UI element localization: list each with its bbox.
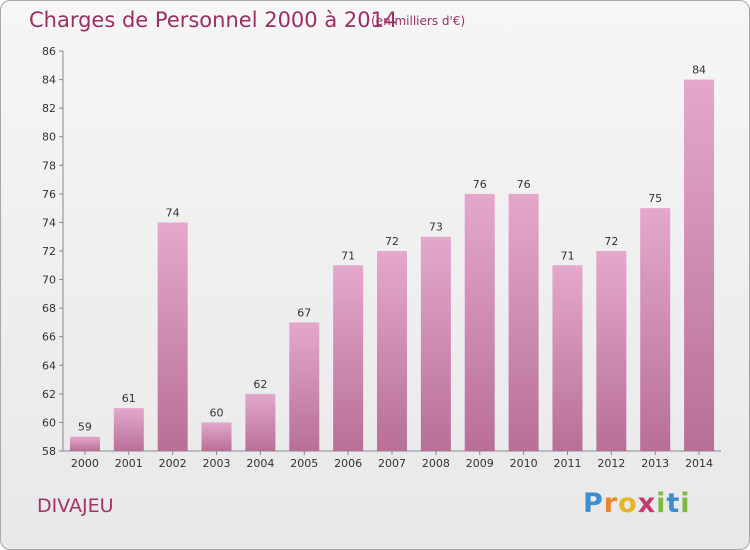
x-tick-label: 2002: [159, 457, 187, 470]
bar-2011: [552, 265, 583, 451]
logo-letter: t: [666, 488, 681, 519]
bar-2014: [684, 79, 715, 452]
logo-letter: x: [637, 488, 657, 519]
x-tick-label: 2009: [466, 457, 494, 470]
bar-value-label: 76: [517, 178, 531, 191]
x-tick-label: 2000: [71, 457, 99, 470]
logo-letter: i: [656, 488, 667, 519]
x-tick-label: 2003: [203, 457, 231, 470]
bar-2012: [596, 251, 627, 451]
y-tick-label: 82: [42, 102, 56, 115]
bar-2013: [640, 208, 671, 451]
x-tick-label: 2004: [246, 457, 274, 470]
y-tick-label: 74: [42, 216, 56, 229]
y-tick-label: 68: [42, 302, 56, 315]
bar-value-label: 74: [166, 206, 180, 219]
bar-2008: [420, 236, 451, 451]
bar-value-label: 76: [473, 178, 487, 191]
bar-2003: [201, 422, 232, 451]
bar-2007: [377, 251, 407, 451]
x-tick-label: 2011: [553, 457, 581, 470]
bar-value-label: 61: [122, 392, 136, 405]
bar-2004: [245, 393, 276, 451]
y-tick-label: 76: [42, 188, 56, 201]
logo-letter: P: [583, 488, 604, 519]
logo-letter: o: [618, 488, 638, 519]
bar-value-label: 72: [385, 235, 399, 248]
x-tick-label: 2008: [422, 457, 450, 470]
logo-letter: r: [603, 488, 619, 519]
bar-value-label: 84: [692, 64, 706, 77]
bar-value-label: 72: [604, 235, 618, 248]
y-tick-label: 70: [42, 274, 56, 287]
chart-subtitle: (en milliers d'€): [371, 14, 466, 28]
x-tick-label: 2006: [334, 457, 362, 470]
bar-value-label: 67: [297, 306, 311, 319]
bar-2002: [157, 222, 188, 451]
commune-name: DIVAJEU: [37, 495, 114, 517]
x-tick-label: 2005: [290, 457, 318, 470]
y-tick-label: 84: [42, 74, 56, 87]
y-tick-label: 64: [42, 359, 56, 372]
bar-2006: [333, 265, 364, 451]
bar-2010: [508, 193, 539, 451]
proxiti-logo: Proxiti: [583, 488, 691, 519]
bar-2000: [69, 436, 100, 451]
bar-value-label: 73: [429, 221, 443, 234]
bar-2001: [113, 408, 144, 451]
chart-title: Charges de Personnel 2000 à 2014: [29, 8, 398, 32]
y-tick-label: 58: [42, 445, 56, 458]
bar-2005: [289, 322, 320, 451]
logo-letter: i: [680, 488, 691, 519]
bar-value-label: 60: [210, 406, 224, 419]
bar-value-label: 71: [560, 249, 574, 262]
y-tick-label: 66: [42, 331, 56, 344]
bar-value-label: 71: [341, 249, 355, 262]
y-tick-label: 80: [42, 131, 56, 144]
x-tick-label: 2010: [510, 457, 538, 470]
x-tick-label: 2001: [115, 457, 143, 470]
x-tick-label: 2007: [378, 457, 406, 470]
y-tick-label: 86: [42, 45, 56, 58]
y-tick-label: 72: [42, 245, 56, 258]
y-tick-label: 78: [42, 159, 56, 172]
x-tick-label: 2013: [641, 457, 669, 470]
y-tick-label: 60: [42, 416, 56, 429]
bar-value-label: 62: [253, 378, 267, 391]
bar-value-label: 59: [78, 421, 92, 434]
bar-2009: [464, 193, 495, 451]
bar-value-label: 75: [648, 192, 662, 205]
x-tick-label: 2014: [685, 457, 713, 470]
y-tick-label: 62: [42, 388, 56, 401]
x-tick-label: 2012: [597, 457, 625, 470]
